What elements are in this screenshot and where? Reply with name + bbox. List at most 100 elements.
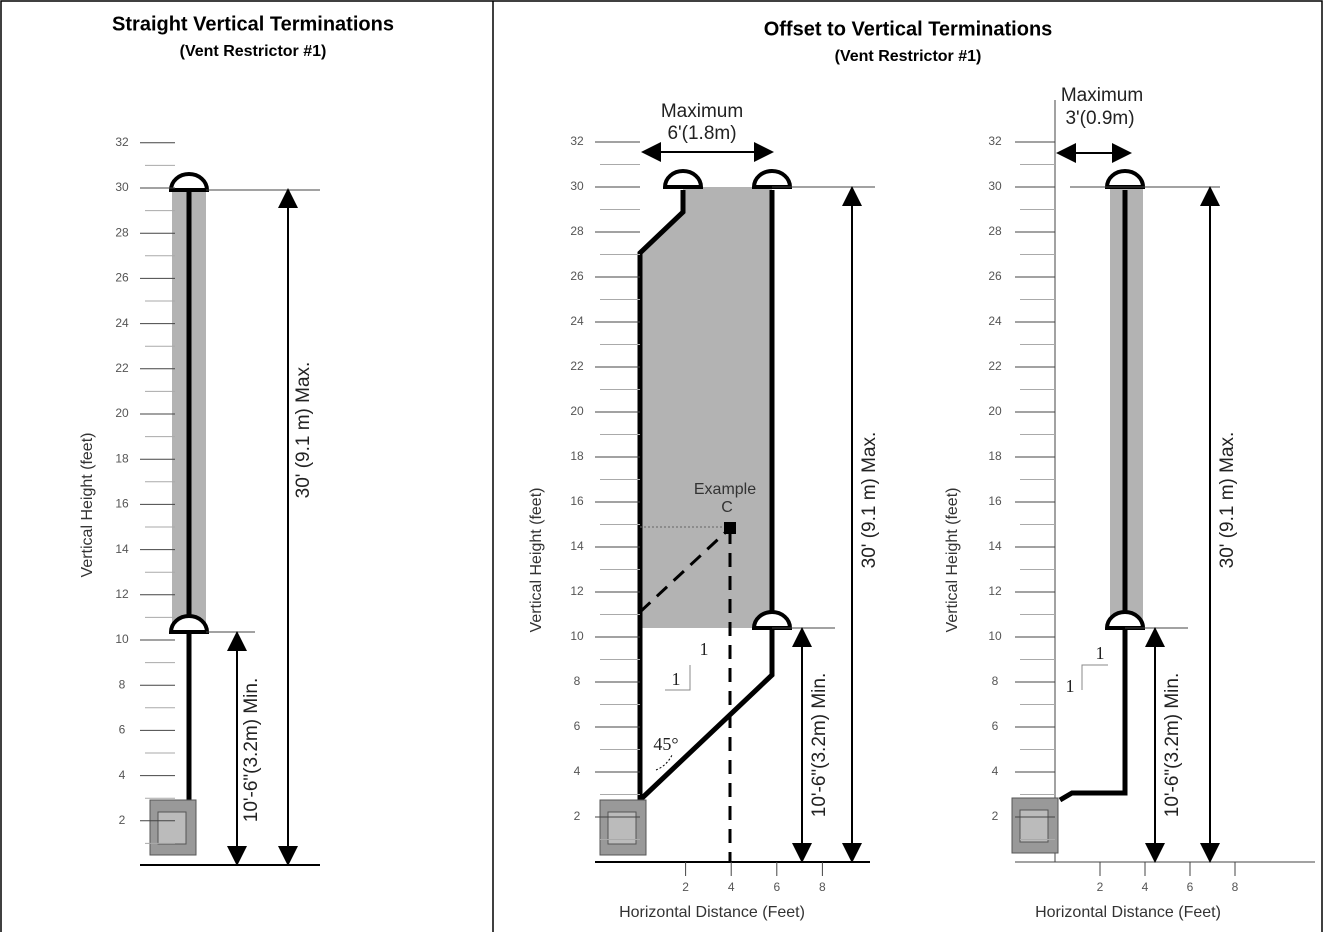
y-tick-label: 12: [988, 584, 1002, 598]
slope-triangle: [665, 665, 691, 691]
y-tick-label: 12: [570, 584, 584, 598]
y-tick-label: 16: [115, 497, 129, 511]
example-id: C: [721, 499, 733, 516]
x-tick-label: 2: [1097, 880, 1104, 894]
example-path: [638, 528, 730, 614]
y-tick-label: 2: [992, 809, 999, 823]
y-tick-label: 6: [574, 719, 581, 733]
y-tick-label: 20: [988, 404, 1002, 418]
axis-label: Horizontal Distance (Feet): [1035, 904, 1221, 921]
y-tick-label: 18: [988, 449, 1002, 463]
pipe: [1058, 190, 1128, 803]
max-heading: Maximum: [1061, 85, 1143, 106]
y-tick-label: 20: [115, 406, 129, 420]
angle-arc: [655, 754, 673, 771]
y-tick-label: 10: [988, 629, 1002, 643]
axis-label: Vertical Height (feet): [944, 488, 961, 633]
y-tick-label: 10: [570, 629, 584, 643]
y-tick-label: 28: [988, 224, 1002, 238]
x-tick-label: 6: [773, 880, 780, 894]
y-tick-label: 22: [988, 359, 1002, 373]
max-label: 30' (9.1 m) Max.: [293, 362, 314, 499]
y-tick-label: 16: [570, 494, 584, 508]
cap: [168, 172, 210, 192]
cap: [751, 610, 793, 630]
offset-diagram-a: Maximum 6'(1.8m) Example C 1 1 45° 30' (…: [528, 101, 880, 921]
y-tick-label: 26: [115, 271, 129, 285]
y-tick-label: 8: [574, 674, 581, 688]
pipe: [638, 190, 775, 802]
max-label: 30' (9.1 m) Max.: [1217, 432, 1238, 569]
example-point: [724, 522, 736, 534]
y-tick-label: 28: [570, 224, 584, 238]
offset-diagram-b: Maximum 3'(0.9m) 1 1 30' (9.1 m) Max. 10…: [944, 85, 1315, 921]
y-tick-label: 28: [115, 225, 129, 239]
min-label: 10'-6"(3.2m) Min.: [241, 678, 262, 822]
x-tick-label: 6: [1187, 880, 1194, 894]
cap: [662, 169, 704, 189]
y-tick-label: 24: [115, 316, 129, 330]
range-area: [640, 187, 772, 628]
y-tick-label: 16: [988, 494, 1002, 508]
y-tick-label: 12: [115, 587, 129, 601]
y-tick-label: 6: [119, 723, 126, 737]
cap: [751, 169, 793, 189]
max-heading: Maximum: [661, 101, 743, 122]
axis-label: Vertical Height (feet): [528, 488, 545, 633]
example-label: Example: [694, 481, 756, 498]
x-tick-label: 4: [728, 880, 735, 894]
y-tick-label: 4: [119, 768, 126, 782]
min-label: 10'-6"(3.2m) Min.: [809, 673, 830, 817]
min-label: 10'-6"(3.2m) Min.: [1162, 673, 1183, 817]
title: Offset to Vertical Terminations: [764, 18, 1053, 40]
y-tick-label: 30: [988, 179, 1002, 193]
slope-label: 1: [700, 639, 709, 659]
x-tick-label: 8: [1232, 880, 1239, 894]
y-tick-label: 22: [570, 359, 584, 373]
subtitle: (Vent Restrictor #1): [835, 48, 982, 65]
y-tick-label: 2: [574, 809, 581, 823]
y-tick-label: 30: [115, 180, 129, 194]
angle-label: 45°: [653, 734, 678, 754]
cap: [1104, 610, 1146, 630]
y-tick-label: 2: [119, 813, 126, 827]
y-tick-label: 26: [570, 269, 584, 283]
y-tick-label: 14: [988, 539, 1002, 553]
max-value: 6'(1.8m): [667, 123, 736, 144]
slope-label: 1: [1096, 643, 1105, 663]
y-tick-label: 18: [115, 451, 129, 465]
x-tick-label: 4: [1142, 880, 1149, 894]
cap: [168, 614, 210, 634]
axis-label: Vertical Height (feet): [79, 433, 96, 578]
slope-label: 1: [672, 669, 681, 689]
subtitle: (Vent Restrictor #1): [180, 43, 327, 60]
title: Straight Vertical Terminations: [112, 13, 394, 35]
y-tick-label: 32: [988, 134, 1002, 148]
stove-door: [1019, 809, 1049, 843]
y-tick-label: 22: [115, 361, 129, 375]
y-tick-label: 30: [570, 179, 584, 193]
y-tick-label: 8: [992, 674, 999, 688]
max-label: 30' (9.1 m) Max.: [859, 432, 880, 569]
max-value: 3'(0.9m): [1065, 108, 1134, 129]
cap: [1104, 169, 1146, 189]
y-tick-label: 14: [570, 539, 584, 553]
y-tick-label: 32: [115, 135, 129, 149]
y-tick-label: 6: [992, 719, 999, 733]
y-tick-label: 20: [570, 404, 584, 418]
straight-diagram: 30' (9.1 m) Max. 10'-6"(3.2m) Min. Verti…: [79, 172, 320, 866]
stove-door: [157, 811, 187, 845]
y-tick-label: 32: [570, 134, 584, 148]
axis-label: Horizontal Distance (Feet): [619, 904, 805, 921]
x-tick-label: 8: [819, 880, 826, 894]
y-tick-label: 10: [115, 632, 129, 646]
y-tick-label: 8: [119, 677, 126, 691]
y-tick-label: 26: [988, 269, 1002, 283]
x-tick-label: 2: [682, 880, 689, 894]
y-tick-label: 4: [992, 764, 999, 778]
y-tick-label: 4: [574, 764, 581, 778]
slope-triangle: [1081, 664, 1108, 690]
y-tick-label: 14: [115, 542, 129, 556]
